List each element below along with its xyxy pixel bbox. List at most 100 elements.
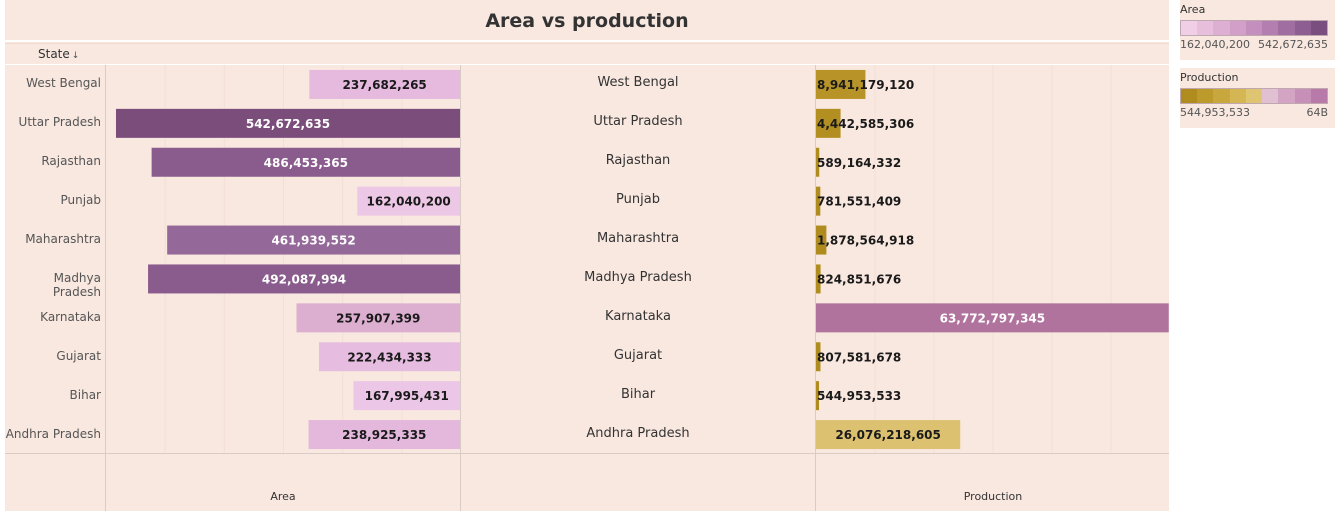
area-data-label: 162,040,200 — [367, 195, 451, 209]
area-legend-swatch — [1278, 21, 1295, 35]
area-data-label: 486,453,365 — [264, 156, 348, 170]
area-data-label: 167,995,431 — [365, 389, 449, 403]
area-bar[interactable] — [296, 303, 460, 333]
production-bar[interactable] — [816, 303, 1169, 333]
production-data-label: 4,442,585,306 — [817, 117, 914, 131]
area-legend-swatch — [1229, 21, 1246, 35]
state-center-label: Rajasthan — [605, 153, 671, 169]
area-legend-min: 162,040,200 — [1180, 38, 1250, 51]
state-row-label: Bihar — [69, 387, 101, 402]
production-data-label: 781,551,409 — [817, 195, 901, 209]
area-bar[interactable] — [308, 420, 460, 450]
column-header-separator — [5, 64, 1169, 65]
production-data-label: 63,772,797,345 — [940, 311, 1046, 325]
production-legend-max: 64B — [1306, 106, 1328, 119]
production-legend-swatch — [1229, 89, 1246, 103]
area-data-label: 542,672,635 — [246, 117, 330, 131]
production-data-label: 544,953,533 — [817, 389, 901, 403]
area-bar[interactable] — [357, 186, 460, 216]
state-center-label: Maharashtra — [596, 231, 680, 247]
area-data-label: 257,907,399 — [336, 311, 420, 325]
production-data-label: 824,851,676 — [817, 272, 901, 286]
production-legend: Production 544,953,533 64B — [1180, 68, 1335, 128]
state-row-label: Karnataka — [40, 309, 101, 324]
state-center-label: Andhra Pradesh — [586, 425, 690, 441]
production-data-label: 8,941,179,120 — [817, 78, 914, 92]
state-row-label: Punjab — [60, 193, 101, 208]
production-bar[interactable] — [816, 147, 820, 177]
production-legend-swatch — [1197, 89, 1214, 103]
area-axis-title: Area — [270, 490, 296, 503]
state-row-label: West Bengal — [26, 76, 101, 91]
area-data-label: 238,925,335 — [342, 428, 426, 442]
area-legend-max: 542,672,635 — [1258, 38, 1328, 51]
production-data-label: 1,878,564,918 — [817, 234, 914, 248]
area-bar[interactable] — [167, 225, 460, 255]
production-legend-swatch — [1213, 89, 1230, 103]
production-data-label: 807,581,678 — [817, 350, 901, 364]
area-legend-swatch — [1262, 21, 1279, 35]
production-axis-title: Production — [963, 490, 1023, 503]
state-row-label: Andhra Pradesh — [5, 426, 101, 441]
production-legend-min: 544,953,533 — [1180, 106, 1250, 119]
state-row-label: Madhya Pradesh — [52, 270, 101, 299]
middle-pane-right-divider — [815, 65, 816, 511]
area-data-label: 222,434,333 — [347, 350, 431, 364]
area-color-ramp[interactable] — [1180, 20, 1328, 36]
production-legend-swatch — [1181, 89, 1198, 103]
area-bar[interactable] — [151, 147, 461, 177]
state-row-label: Gujarat — [56, 348, 101, 363]
area-bar[interactable] — [115, 108, 460, 138]
area-data-label: 461,939,552 — [271, 234, 355, 248]
production-legend-swatch — [1294, 89, 1311, 103]
area-bar[interactable] — [318, 342, 460, 372]
area-legend-swatch — [1294, 21, 1311, 35]
production-bar[interactable] — [816, 108, 841, 138]
area-data-label: 492,087,994 — [262, 272, 346, 286]
area-legend-title: Area — [1180, 3, 1206, 16]
production-color-ramp[interactable] — [1180, 88, 1328, 104]
area-legend-swatch — [1181, 21, 1198, 35]
title-separator — [5, 40, 1169, 42]
production-bar[interactable] — [816, 420, 961, 450]
production-legend-swatch — [1262, 89, 1279, 103]
area-bar[interactable] — [353, 381, 460, 411]
left-pane-divider — [105, 65, 106, 511]
axis-baseline — [5, 453, 1169, 454]
area-legend-swatch — [1245, 21, 1263, 35]
chart-title: Area vs production — [5, 2, 1169, 40]
state-center-label: Karnataka — [605, 308, 671, 324]
state-center-label: West Bengal — [597, 75, 679, 91]
sort-icon[interactable]: ↓ — [71, 51, 80, 61]
area-bar[interactable] — [309, 69, 460, 99]
state-center-label: Punjab — [616, 192, 660, 208]
area-bar[interactable] — [148, 264, 460, 294]
state-center-label: Madhya Pradesh — [584, 269, 692, 285]
production-legend-swatch — [1278, 89, 1295, 103]
area-legend-swatch — [1213, 21, 1230, 35]
state-center-label: Gujarat — [613, 347, 663, 363]
area-legend-swatch — [1197, 21, 1214, 35]
state-column-header[interactable]: State ↓ — [38, 47, 79, 61]
production-bar[interactable] — [816, 381, 820, 411]
state-row-label: Maharashtra — [25, 232, 101, 247]
production-data-label: 589,164,332 — [817, 156, 901, 170]
area-data-label: 237,682,265 — [343, 78, 427, 92]
state-header-label: State — [38, 47, 70, 61]
state-center-label: Uttar Pradesh — [593, 114, 683, 130]
production-bar[interactable] — [816, 342, 821, 372]
state-row-label: Rajasthan — [41, 154, 101, 169]
production-data-label: 26,076,218,605 — [835, 428, 941, 442]
production-bar[interactable] — [816, 225, 827, 255]
area-legend: Area 162,040,200 542,672,635 — [1180, 0, 1335, 60]
state-center-label: Bihar — [620, 386, 656, 402]
header-separator — [5, 43, 1169, 44]
production-bar[interactable] — [816, 69, 866, 99]
dashboard-background — [5, 0, 1169, 511]
production-legend-swatch — [1245, 89, 1263, 103]
production-bar[interactable] — [816, 264, 821, 294]
production-legend-swatch — [1310, 89, 1327, 103]
production-bar[interactable] — [816, 186, 821, 216]
production-legend-title: Production — [1180, 71, 1239, 84]
